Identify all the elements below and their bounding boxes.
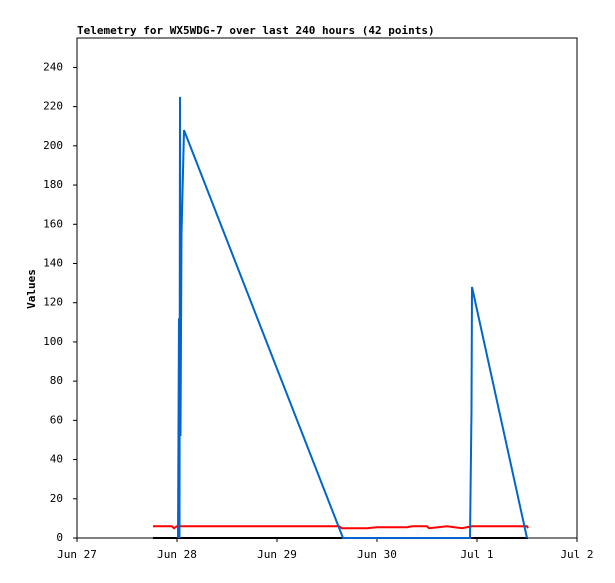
- x-tick-label: Jun 29: [257, 548, 297, 561]
- y-tick-label: 200: [43, 139, 63, 152]
- y-axis-label: Values: [25, 269, 38, 309]
- series-line: [153, 525, 529, 530]
- plot-frame: [76, 37, 578, 539]
- y-tick-label: 220: [43, 100, 63, 113]
- x-tick-label: Jun 27: [57, 548, 97, 561]
- series-line: [177, 96, 528, 539]
- y-tick-label: 60: [50, 413, 63, 426]
- y-tick-label: 40: [50, 453, 63, 466]
- y-tick-label: 180: [43, 178, 63, 191]
- y-tick-label: 100: [43, 335, 63, 348]
- y-tick-label: 80: [50, 374, 63, 387]
- y-tick-label: 20: [50, 492, 63, 505]
- y-tick-label: 120: [43, 296, 63, 309]
- y-tick-label: 0: [56, 531, 63, 544]
- x-tick-label: Jul 1: [460, 548, 493, 561]
- x-tick-label: Jun 28: [157, 548, 197, 561]
- y-tick-label: 160: [43, 217, 63, 230]
- chart-title: Telemetry for WX5WDG-7 over last 240 hou…: [77, 24, 435, 37]
- x-tick-label: Jun 30: [357, 548, 397, 561]
- y-tick-label: 240: [43, 60, 63, 73]
- x-tick-label: Jul 2: [560, 548, 593, 561]
- y-tick-label: 140: [43, 256, 63, 269]
